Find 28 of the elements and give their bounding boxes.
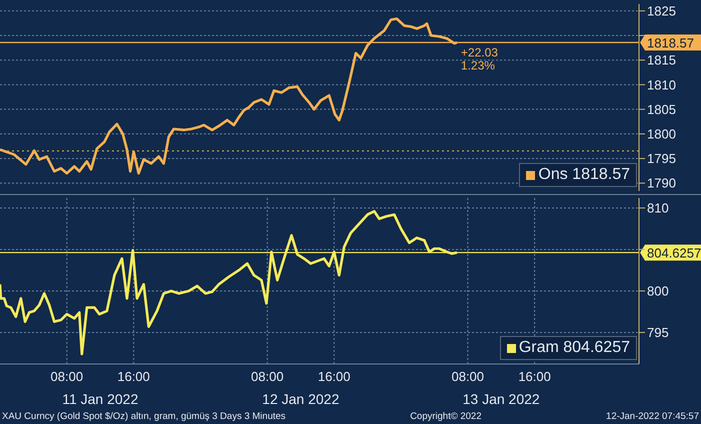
text: 12-Jan-2022 07:45:57	[606, 411, 699, 422]
ref-line-label: 1818.57	[647, 36, 694, 51]
legend-label: Ons 1818.57	[538, 166, 630, 184]
x-tick-label: 08:00	[251, 369, 284, 384]
y-tick-label: 1815	[647, 52, 676, 68]
x-tick-label: 16:00	[318, 369, 350, 384]
x2-tick-label: 12 Jan 2022	[262, 390, 340, 407]
y-tick-label: 800	[647, 284, 669, 299]
y-tick-label: 1800	[647, 126, 676, 142]
x-tick-label: 16:00	[518, 369, 551, 384]
y-tick-label: 1790	[647, 176, 676, 191]
y-tick-label: 1795	[647, 151, 676, 166]
y-tick-label: 1805	[647, 102, 676, 117]
x-tick-label: 08:00	[451, 369, 484, 384]
text: XAU Curncy (Gold Spot $/Oz) altın, gram, gümüş 3 Days 3 Minutes	[2, 411, 286, 422]
y-tick-label: 795	[647, 325, 669, 340]
x2-tick-label: 13 Jan 2022	[462, 390, 540, 407]
text: Copyright© 2022	[410, 411, 482, 422]
annotation: 1.23%	[460, 58, 496, 73]
y-tick-label: 1825	[647, 4, 676, 19]
y-tick-label: 810	[647, 200, 669, 216]
legend-label: Gram 804.6257	[518, 339, 630, 357]
ref-line-label: 804.6257	[647, 246, 701, 261]
y-tick-label: 1810	[647, 77, 676, 92]
x-tick-label: 08:00	[50, 369, 84, 384]
x2-tick-label: 11 Jan 2022	[62, 390, 138, 407]
x-tick-label: 16:00	[117, 369, 150, 384]
annotation: +22.03	[460, 46, 498, 60]
